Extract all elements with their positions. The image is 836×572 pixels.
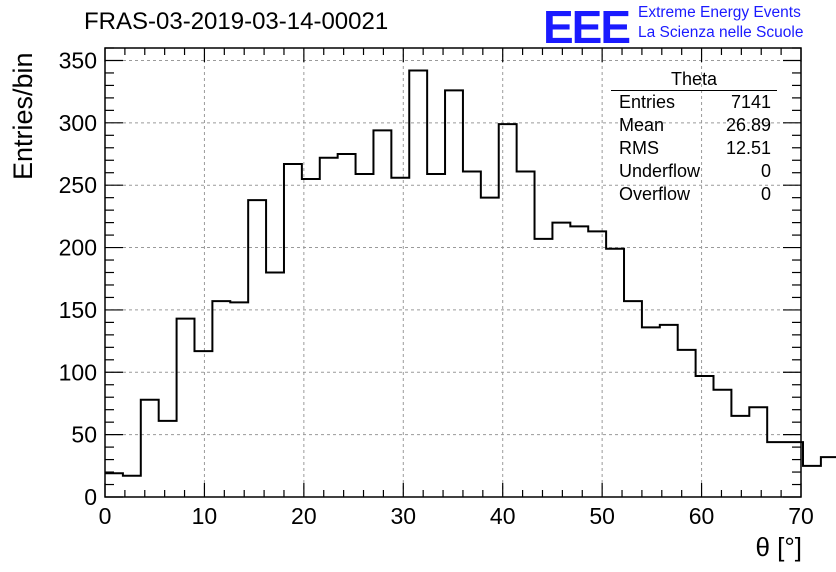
x-tick-label: 40 [490, 503, 516, 529]
histogram-bin [391, 178, 409, 497]
histogram-bin [481, 198, 499, 497]
stats-row-mean: Mean 26.89 [611, 114, 777, 137]
histogram-bin [749, 407, 767, 497]
stats-value: 0 [760, 161, 771, 181]
x-tick-label: 50 [589, 503, 615, 529]
histogram-bin [606, 249, 624, 497]
stats-value: 26.89 [725, 115, 771, 135]
y-tick-label: 300 [59, 110, 97, 136]
histogram-outline [105, 69, 836, 477]
histogram-bin [570, 226, 588, 497]
histogram-bin [284, 164, 302, 497]
stats-label: Entries [619, 92, 676, 112]
histogram-bin [678, 350, 696, 497]
stats-value: 7141 [730, 92, 771, 112]
histogram-bin [624, 301, 642, 497]
histogram-bin [714, 390, 732, 497]
histogram-bin [194, 351, 212, 497]
histogram-bin [552, 223, 570, 497]
stats-row-overflow: Overflow 0 [611, 183, 777, 206]
stats-label: Mean [619, 115, 665, 135]
x-tick-label: 30 [390, 503, 416, 529]
histogram-bin [517, 171, 535, 497]
histogram-bin [320, 158, 338, 497]
histogram-bin [535, 239, 553, 497]
x-tick-label: 10 [192, 503, 218, 529]
stats-value: 12.51 [725, 138, 771, 158]
x-tick-label: 60 [689, 503, 715, 529]
histogram-bin [731, 416, 749, 497]
stats-label: Underflow [619, 161, 701, 181]
y-tick-label: 350 [59, 47, 97, 73]
stats-row-underflow: Underflow 0 [611, 160, 777, 183]
histogram-bin [230, 302, 248, 497]
histogram-bin [266, 273, 284, 498]
stats-row-rms: RMS 12.51 [611, 137, 777, 160]
histogram-bin [123, 476, 141, 497]
stats-label: RMS [619, 138, 659, 158]
histogram-bin [588, 231, 606, 497]
stats-row-entries: Entries 7141 [611, 91, 777, 114]
y-tick-label: 150 [59, 297, 97, 323]
y-tick-label: 200 [59, 235, 97, 261]
histogram-bin [696, 376, 714, 497]
y-tick-label: 50 [71, 422, 97, 448]
logo-text-line2: La Scienza nelle Scuole [638, 24, 804, 41]
histogram-bin [767, 442, 785, 497]
histogram-bin [338, 154, 356, 497]
histogram-bin [302, 179, 320, 497]
histogram-bin [159, 421, 177, 497]
stats-value: 0 [760, 184, 771, 204]
histogram-bin [642, 327, 660, 497]
histogram-bin [427, 174, 445, 497]
stats-label: Overflow [619, 184, 691, 204]
histogram-bin [821, 457, 836, 497]
histogram-bin [105, 473, 123, 497]
chart-title: FRAS-03-2019-03-14-00021 [84, 8, 389, 35]
stats-box: Theta Entries 7141 Mean 26.89 RMS 12.51 … [611, 68, 777, 206]
stats-title: Theta [611, 68, 777, 91]
histogram-bin [499, 124, 517, 497]
y-tick-label: 100 [59, 359, 97, 385]
histogram-bin [356, 174, 374, 497]
y-axis-label: Entries/bin [8, 52, 38, 180]
histogram-bin [463, 171, 481, 497]
histogram-bin [248, 200, 266, 497]
logo-text-line1: Extreme Energy Events [638, 4, 801, 21]
histogram-bin [660, 325, 678, 497]
x-axis-label: θ [°] [755, 532, 802, 562]
x-tick-label: 0 [99, 503, 112, 529]
x-tick-label: 20 [291, 503, 317, 529]
x-tick-label: 70 [788, 503, 814, 529]
histogram-bin [803, 466, 821, 497]
histogram-bin [141, 400, 159, 497]
eee-logo: EEE [543, 1, 631, 53]
histogram-bin [177, 319, 195, 497]
histogram-bin [445, 90, 463, 497]
y-tick-label: 250 [59, 172, 97, 198]
y-tick-label: 0 [84, 484, 97, 510]
histogram-bin [409, 70, 427, 497]
histogram-bin [212, 301, 230, 497]
